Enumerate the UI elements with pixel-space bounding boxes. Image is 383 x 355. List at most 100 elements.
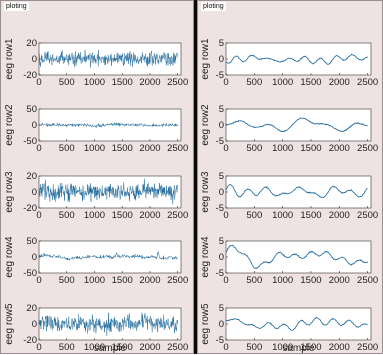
eeg-row5-line bbox=[225, 316, 368, 332]
y-tick-label: 20 bbox=[26, 38, 37, 49]
eeg-row2-line bbox=[38, 122, 178, 129]
x-tick-label: 0 bbox=[36, 143, 41, 154]
x-axis-label: sample bbox=[94, 343, 127, 354]
y-axis-label: eeg row2 bbox=[200, 104, 211, 146]
y-tick-label: -5 bbox=[216, 335, 224, 346]
x-tick-label: 2500 bbox=[167, 143, 188, 154]
x-tick-label: 500 bbox=[59, 77, 75, 88]
x-tick-label: 500 bbox=[59, 342, 75, 353]
y-tick-label: 5 bbox=[219, 38, 224, 49]
x-tick-label: 500 bbox=[59, 143, 75, 154]
y-axis-label: eeg row2 bbox=[4, 104, 15, 146]
x-tick-label: 0 bbox=[223, 342, 228, 353]
x-tick-label: 1500 bbox=[112, 210, 133, 221]
y-tick-label: -5 bbox=[216, 70, 224, 81]
y-tick-label: 0 bbox=[219, 319, 224, 330]
y-tick-label: 20 bbox=[26, 303, 37, 314]
x-tick-label: 1000 bbox=[84, 77, 105, 88]
x-tick-label: 0 bbox=[36, 342, 41, 353]
x-axis-label: sample bbox=[282, 343, 315, 354]
x-tick-label: 500 bbox=[246, 143, 262, 154]
x-tick-label: 2000 bbox=[139, 210, 160, 221]
x-tick-label: 0 bbox=[36, 77, 41, 88]
y-tick-label: 0 bbox=[32, 54, 37, 65]
y-tick-label: 5 bbox=[219, 171, 224, 182]
x-tick-label: 2000 bbox=[329, 143, 350, 154]
axes-box bbox=[225, 307, 372, 341]
x-tick-label: 500 bbox=[246, 275, 262, 286]
y-tick-label: -5 bbox=[216, 268, 224, 279]
x-tick-label: 500 bbox=[246, 77, 262, 88]
x-tick-label: 2500 bbox=[167, 342, 188, 353]
x-tick-label: 2000 bbox=[139, 77, 160, 88]
x-tick-label: 1000 bbox=[272, 342, 293, 353]
right-figure-panel: ploting -5 0 5 0 500 1000 1500 2000 2500 eeg row1… bbox=[197, 0, 383, 354]
y-tick-label: -5 bbox=[216, 203, 224, 214]
y-tick-label: 5 bbox=[219, 104, 224, 115]
x-tick-label: 500 bbox=[246, 210, 262, 221]
x-tick-label: 1000 bbox=[84, 210, 105, 221]
y-tick-label: 0 bbox=[219, 187, 224, 198]
x-tick-label: 2000 bbox=[329, 342, 350, 353]
x-tick-label: 0 bbox=[36, 210, 41, 221]
eeg-row4-line bbox=[38, 251, 178, 262]
left-panel-title: ploting bbox=[4, 2, 29, 11]
y-tick-label: 0 bbox=[219, 54, 224, 65]
x-tick-label: 1500 bbox=[300, 275, 321, 286]
x-tick-label: 1000 bbox=[272, 210, 293, 221]
y-tick-label: -50 bbox=[23, 136, 37, 147]
x-tick-label: 1500 bbox=[300, 143, 321, 154]
y-tick-label: -50 bbox=[23, 268, 37, 279]
x-tick-label: 2000 bbox=[139, 342, 160, 353]
x-tick-label: 1000 bbox=[84, 342, 105, 353]
y-axis-label: eeg row5 bbox=[4, 303, 15, 345]
x-tick-label: 500 bbox=[246, 342, 262, 353]
x-tick-label: 2500 bbox=[357, 342, 378, 353]
panel-divider bbox=[194, 0, 197, 354]
x-tick-label: 1500 bbox=[112, 342, 133, 353]
y-tick-label: 50 bbox=[26, 236, 37, 247]
x-tick-label: 0 bbox=[223, 210, 228, 221]
x-tick-label: 2500 bbox=[357, 77, 378, 88]
axes-box bbox=[225, 240, 372, 274]
y-axis-label: eeg row1 bbox=[4, 38, 15, 80]
y-tick-label: 5 bbox=[219, 303, 224, 314]
x-tick-label: 2500 bbox=[167, 275, 188, 286]
eeg-row3-line bbox=[38, 178, 178, 205]
x-tick-label: 1500 bbox=[112, 275, 133, 286]
y-tick-label: 0 bbox=[32, 187, 37, 198]
y-axis-label: eeg row4 bbox=[4, 236, 15, 278]
axes-box bbox=[225, 175, 372, 209]
y-axis-label: eeg row3 bbox=[200, 171, 211, 213]
x-tick-label: 1500 bbox=[112, 77, 133, 88]
x-tick-label: 2000 bbox=[139, 275, 160, 286]
right-panel-title: ploting bbox=[201, 2, 226, 11]
y-tick-label: 0 bbox=[219, 252, 224, 263]
x-tick-label: 2000 bbox=[329, 210, 350, 221]
y-tick-label: 0 bbox=[32, 120, 37, 131]
y-tick-label: -20 bbox=[23, 335, 37, 346]
eeg-row1-line bbox=[38, 49, 178, 68]
x-tick-label: 0 bbox=[36, 275, 41, 286]
x-tick-label: 0 bbox=[223, 275, 228, 286]
x-tick-label: 2000 bbox=[329, 77, 350, 88]
y-tick-label: -20 bbox=[23, 203, 37, 214]
y-axis-label: eeg row3 bbox=[4, 171, 15, 213]
eeg-row3-line bbox=[225, 183, 368, 199]
x-tick-label: 500 bbox=[59, 275, 75, 286]
x-tick-label: 2500 bbox=[167, 210, 188, 221]
x-tick-label: 0 bbox=[223, 143, 228, 154]
y-tick-label: 0 bbox=[219, 120, 224, 131]
axes-box bbox=[225, 108, 372, 142]
y-tick-label: 0 bbox=[32, 252, 37, 263]
y-tick-label: -20 bbox=[23, 70, 37, 81]
